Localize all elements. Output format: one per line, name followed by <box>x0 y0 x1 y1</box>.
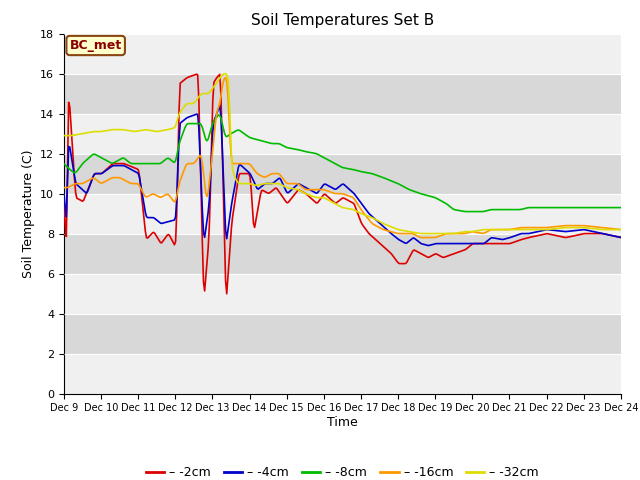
Bar <box>64 73 621 114</box>
Bar <box>64 354 621 394</box>
Legend: – -2cm, – -4cm, – -8cm, – -16cm, – -32cm: – -2cm, – -4cm, – -8cm, – -16cm, – -32cm <box>141 461 544 480</box>
Bar <box>64 34 621 73</box>
Bar <box>64 274 621 313</box>
X-axis label: Time: Time <box>327 416 358 429</box>
Title: Soil Temperatures Set B: Soil Temperatures Set B <box>251 13 434 28</box>
Bar <box>64 313 621 354</box>
Bar <box>64 154 621 193</box>
Y-axis label: Soil Temperature (C): Soil Temperature (C) <box>22 149 35 278</box>
Bar <box>64 114 621 154</box>
Text: BC_met: BC_met <box>70 39 122 52</box>
Bar <box>64 234 621 274</box>
Bar <box>64 193 621 234</box>
